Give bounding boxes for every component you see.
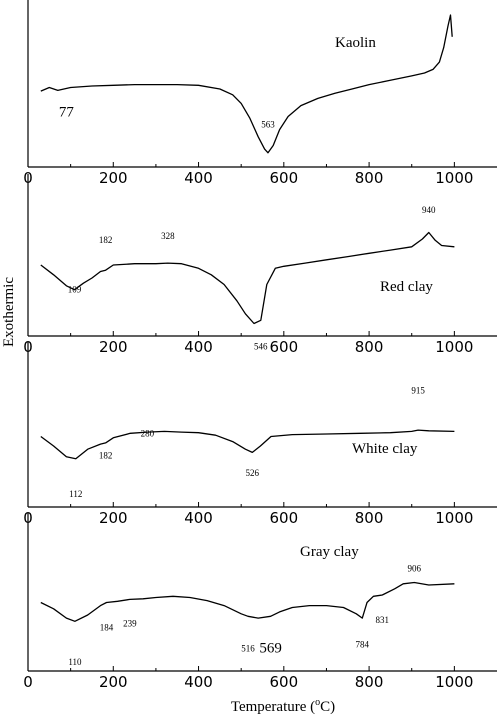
peak-temperature-label: 526	[246, 468, 260, 478]
sample-label: White clay	[352, 441, 418, 457]
x-tick-label: 200	[99, 338, 128, 356]
x-tick-label: 200	[99, 673, 128, 691]
x-tick-label: 400	[184, 509, 213, 527]
degree-symbol: o	[315, 697, 320, 708]
sample-label: Kaolin	[335, 35, 376, 51]
panel-1: 02004006008001000Kaolin56399177	[23, 0, 497, 187]
x-tick-label: 600	[269, 673, 298, 691]
peak-temperature-label: 112	[69, 489, 82, 499]
peak-temperature-label: 328	[161, 231, 175, 241]
peak-temperature-label: 516	[241, 643, 255, 653]
x-tick-label: 600	[269, 338, 298, 356]
sample-label: Gray clay	[300, 544, 359, 560]
peak-temperature-label: 182	[99, 235, 113, 245]
x-tick-label: 0	[23, 673, 33, 691]
x-axis-title: Temperature (oC)	[231, 697, 335, 715]
x-tick-label: 400	[184, 673, 213, 691]
peak-temperature-label: 280	[141, 429, 155, 439]
peak-temperature-label: 184	[100, 623, 114, 633]
x-tick-label: 800	[355, 169, 384, 187]
x-tick-label: 200	[99, 509, 128, 527]
peak-temperature-label: 546	[254, 342, 268, 352]
peak-temperature-label: 109	[68, 284, 82, 294]
peak-temperature-label: 915	[411, 385, 425, 395]
peak-temperature-label: 906	[408, 563, 422, 573]
x-tick-label: 200	[99, 169, 128, 187]
x-tick-label: 600	[269, 509, 298, 527]
annotation-label: 77	[59, 105, 75, 121]
x-tick-label: 1000	[435, 169, 473, 187]
dta-curve	[40, 581, 455, 622]
peak-temperature-label: 110	[68, 657, 82, 667]
x-tick-label: 800	[355, 673, 384, 691]
x-tick-label: 1000	[435, 338, 473, 356]
x-tick-label: 800	[355, 509, 384, 527]
panels: 02004006008001000Kaolin56399177020040060…	[23, 0, 497, 691]
sample-label: Red clay	[380, 279, 433, 295]
dta-curve	[40, 429, 455, 460]
peak-temperature-label: 831	[376, 615, 390, 625]
x-tick-label: 400	[184, 169, 213, 187]
x-tick-label: 600	[269, 169, 298, 187]
dta-curve	[40, 14, 453, 154]
peak-temperature-label: 182	[99, 451, 113, 461]
panel-4: 0 200 400 600 800 1000 Gray clay 110 184 239 516 78…	[23, 513, 497, 691]
y-axis-title: Exothermic	[1, 277, 17, 347]
peak-temperature-label: 563	[261, 119, 275, 129]
peak-temperature-label: 784	[356, 640, 370, 650]
dta-curve	[40, 231, 455, 325]
x-tick-label: 1000	[435, 673, 473, 691]
annotation-label: 569	[259, 641, 282, 657]
x-tick-label: 1000	[435, 509, 473, 527]
peak-temperature-label: 239	[123, 618, 137, 628]
x-tick-label: 800	[355, 338, 384, 356]
x-tick-label: 400	[184, 338, 213, 356]
peak-temperature-label: 940	[422, 205, 436, 215]
